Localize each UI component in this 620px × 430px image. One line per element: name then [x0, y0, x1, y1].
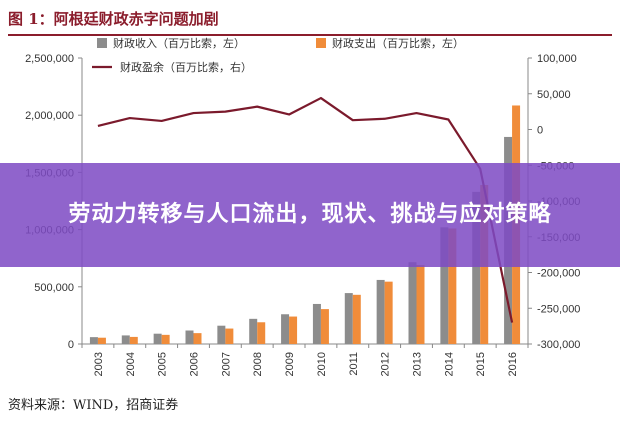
bar-income [281, 314, 290, 344]
bar-income [440, 227, 449, 344]
bar-income [408, 262, 417, 344]
bar-income [472, 191, 481, 344]
bar-expense [320, 309, 329, 344]
source-note: 资料来源：WIND，招商证券 [8, 398, 179, 413]
legend-income-swatch [97, 38, 107, 48]
legend-expense-label: 财政支出（百万比索，左） [332, 36, 464, 50]
bar-income [376, 279, 385, 344]
left-tick-label: 0 [68, 339, 74, 351]
x-tick-label: 2006 [189, 352, 201, 376]
bar-income [249, 318, 258, 344]
x-tick-label: 2007 [220, 352, 232, 376]
bar-income [344, 293, 353, 344]
x-tick-label: 2013 [412, 352, 424, 376]
bar-expense [97, 337, 106, 344]
x-tick-label: 2014 [443, 352, 455, 376]
bar-expense [257, 322, 266, 344]
legend-balance-label: 财政盈余（百万比索，右） [120, 60, 252, 74]
right-tick-label: 100,000 [537, 53, 577, 65]
x-tick-label: 2010 [316, 352, 328, 376]
x-tick-label: 2008 [252, 352, 264, 376]
right-tick-label: -200,000 [537, 268, 580, 280]
right-tick-label: 0 [537, 125, 543, 137]
x-tick-label: 2012 [380, 352, 392, 376]
x-tick-label: 2009 [284, 352, 296, 376]
x-tick-label: 2016 [507, 352, 519, 376]
legend-expense-swatch [316, 38, 326, 48]
figure-title: 图 1：阿根廷财政赤字问题加剧 [8, 10, 219, 28]
bar-expense [384, 281, 393, 344]
left-tick-label: 500,000 [34, 282, 74, 294]
x-tick-label: 2004 [125, 352, 137, 376]
bar-income [89, 337, 98, 344]
x-tick-label: 2003 [93, 352, 105, 376]
bar-income [312, 303, 321, 344]
bar-expense [225, 328, 234, 344]
right-tick-label: 50,000 [537, 89, 571, 101]
overlay-headline: 劳动力转移与人口流出，现状、挑战与应对策略 [68, 202, 552, 227]
bar-expense [416, 265, 425, 344]
bar-expense [129, 336, 138, 344]
overlay-banner: 劳动力转移与人口流出，现状、挑战与应对策略 [0, 163, 620, 267]
right-tick-label: -300,000 [537, 339, 580, 351]
right-tick-label: -250,000 [537, 303, 580, 315]
bar-income [217, 325, 226, 344]
x-tick-label: 2011 [348, 352, 360, 376]
line-balance [97, 96, 514, 323]
legend-income-label: 财政收入（百万比索，左） [113, 36, 245, 50]
bar-expense [289, 316, 298, 344]
bar-expense [352, 294, 361, 344]
title-rule [8, 34, 612, 36]
left-tick-label: 2,500,000 [25, 53, 74, 65]
x-tick-label: 2015 [475, 352, 487, 376]
bar-expense [161, 334, 170, 344]
left-tick-label: 2,000,000 [25, 110, 74, 122]
bar-income [153, 333, 162, 344]
bar-expense [448, 228, 457, 344]
x-tick-label: 2005 [157, 352, 169, 376]
bar-expense [193, 333, 202, 344]
bar-income [121, 335, 130, 344]
bar-income [185, 330, 194, 344]
